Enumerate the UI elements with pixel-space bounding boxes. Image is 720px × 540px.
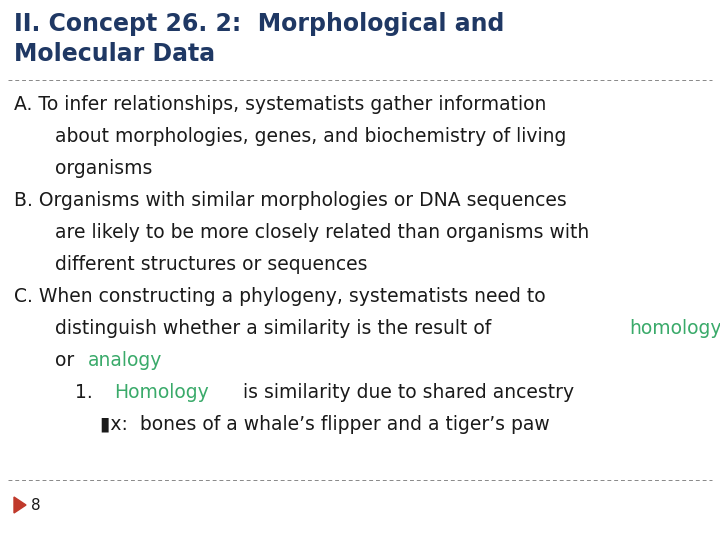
Text: analogy: analogy [88,351,162,370]
Text: 8: 8 [31,497,40,512]
Text: distinguish whether a similarity is the result of: distinguish whether a similarity is the … [55,319,498,338]
Text: II. Concept 26. 2:  Morphological and: II. Concept 26. 2: Morphological and [14,12,505,36]
Text: homology: homology [629,319,720,338]
Text: ▮x:  bones of a whale’s flipper and a tiger’s paw: ▮x: bones of a whale’s flipper and a tig… [100,415,550,434]
Text: A. To infer relationships, systematists gather information: A. To infer relationships, systematists … [14,95,546,114]
Text: Homology: Homology [114,383,208,402]
Text: B. Organisms with similar morphologies or DNA sequences: B. Organisms with similar morphologies o… [14,191,567,210]
Text: are likely to be more closely related than organisms with: are likely to be more closely related th… [55,223,589,242]
Text: about morphologies, genes, and biochemistry of living: about morphologies, genes, and biochemis… [55,127,567,146]
Text: different structures or sequences: different structures or sequences [55,255,367,274]
Text: 1.: 1. [75,383,104,402]
Polygon shape [14,497,26,513]
Text: organisms: organisms [55,159,153,178]
Text: Molecular Data: Molecular Data [14,42,215,66]
Text: C. When constructing a phylogeny, systematists need to: C. When constructing a phylogeny, system… [14,287,546,306]
Text: or: or [55,351,80,370]
Text: is similarity due to shared ancestry: is similarity due to shared ancestry [237,383,574,402]
